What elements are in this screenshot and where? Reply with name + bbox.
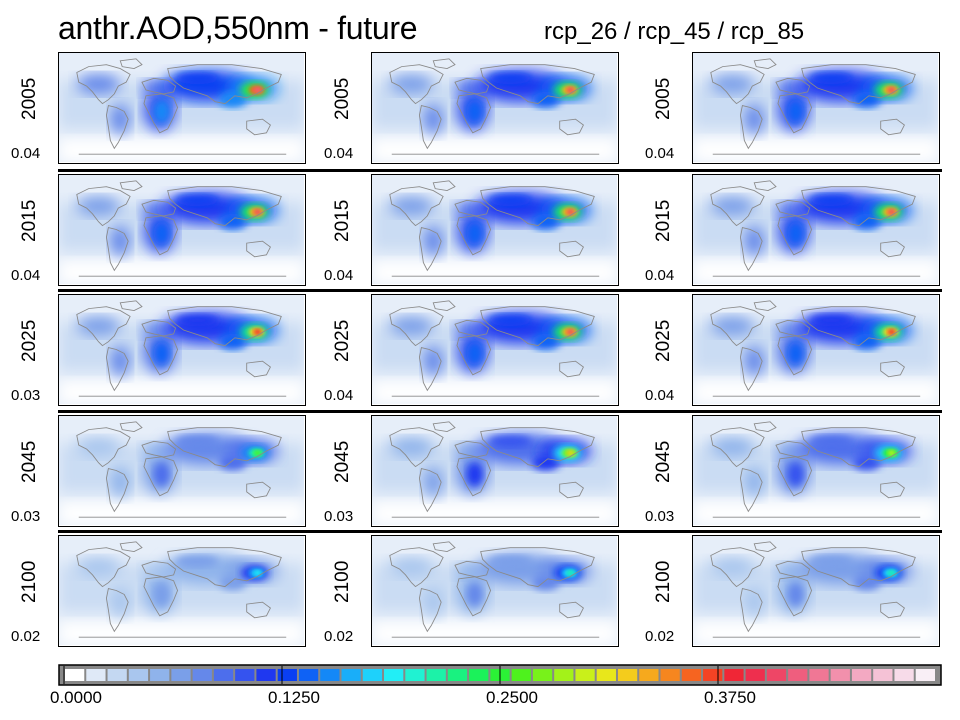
colorbar-swatch xyxy=(681,669,702,681)
map-panel-2005-rcp_45 xyxy=(371,52,619,164)
year-label: 2015 xyxy=(19,199,40,242)
year-label: 2005 xyxy=(332,77,353,120)
row-separator xyxy=(58,289,942,292)
colorbar-tick-label: 0.0000 xyxy=(50,688,102,707)
colorbar-swatch xyxy=(809,669,829,681)
colorbar-swatch xyxy=(65,669,85,681)
map-panel-2100-rcp_85 xyxy=(692,535,940,647)
colorbar-swatch xyxy=(788,669,808,681)
colorbar-swatch xyxy=(915,669,935,681)
colorbar-swatch xyxy=(405,669,425,681)
colorbar-swatch xyxy=(107,669,127,681)
colorbar-swatch xyxy=(873,669,893,681)
map-panel-2015-rcp_45 xyxy=(371,174,619,286)
colorbar-swatch xyxy=(128,669,149,681)
colorbar xyxy=(58,664,942,686)
global-mean-value: 0.03 xyxy=(645,508,675,525)
colorbar-swatch xyxy=(384,669,404,681)
colorbar-swatch xyxy=(341,669,361,681)
colorbar-tick-label: 0.2500 xyxy=(486,688,538,707)
colorbar-swatch xyxy=(830,669,850,681)
colorbar-swatch xyxy=(639,669,659,681)
global-mean-value: 0.04 xyxy=(11,145,41,162)
colorbar-swatch xyxy=(298,669,319,681)
year-label: 2015 xyxy=(332,199,353,242)
colorbar-swatch xyxy=(362,669,383,681)
global-mean-value: 0.04 xyxy=(324,145,354,162)
year-label: 2100 xyxy=(19,560,40,603)
colorbar-swatch xyxy=(596,669,616,681)
global-mean-value: 0.03 xyxy=(11,387,41,404)
map-panel-2015-rcp_85 xyxy=(692,174,940,286)
colorbar-swatch xyxy=(766,669,787,681)
colorbar-swatch xyxy=(469,669,489,681)
colorbar-tick-label: 0.1250 xyxy=(268,688,320,707)
map-panel-2045-rcp_45 xyxy=(371,415,619,527)
colorbar-swatch xyxy=(703,669,723,681)
colorbar-swatch xyxy=(171,669,191,681)
colorbar-swatch xyxy=(192,669,212,681)
colorbar-swatch xyxy=(894,669,914,681)
map-panel-2015-rcp_26 xyxy=(58,174,306,286)
map-panel-2045-rcp_26 xyxy=(58,415,306,527)
global-mean-value: 0.04 xyxy=(11,267,41,284)
map-panel-2005-rcp_85 xyxy=(692,52,940,164)
year-label: 2005 xyxy=(653,77,674,120)
colorbar-swatch xyxy=(554,669,574,681)
map-panel-2045-rcp_85 xyxy=(692,415,940,527)
map-panel-2100-rcp_26 xyxy=(58,535,306,647)
year-label: 2045 xyxy=(332,440,353,483)
colorbar-swatch xyxy=(724,669,744,681)
year-label: 2015 xyxy=(653,199,674,242)
colorbar-swatch xyxy=(745,669,765,681)
global-mean-value: 0.02 xyxy=(645,628,675,645)
colorbar-swatch xyxy=(660,669,680,681)
year-label: 2100 xyxy=(653,560,674,603)
row-separator xyxy=(58,410,942,413)
map-panel-2005-rcp_26 xyxy=(58,52,306,164)
colorbar-swatch xyxy=(617,669,638,681)
year-label: 2045 xyxy=(19,440,40,483)
row-separator xyxy=(58,530,942,533)
global-mean-value: 0.04 xyxy=(645,387,675,404)
colorbar-swatch xyxy=(150,669,170,681)
colorbar-swatch xyxy=(511,669,531,681)
colorbar-swatch xyxy=(575,669,595,681)
map-panel-2025-rcp_26 xyxy=(58,294,306,406)
colorbar-swatch xyxy=(256,669,276,681)
colorbar-swatch xyxy=(86,669,106,681)
colorbar-swatch xyxy=(213,669,234,681)
scenario-columns-label: rcp_26 / rcp_45 / rcp_85 xyxy=(544,18,805,45)
year-label: 2100 xyxy=(332,560,353,603)
map-panel-2100-rcp_45 xyxy=(371,535,619,647)
year-label: 2025 xyxy=(19,319,40,362)
colorbar-swatch xyxy=(532,669,553,681)
year-label: 2045 xyxy=(653,440,674,483)
colorbar-swatch xyxy=(851,669,872,681)
global-mean-value: 0.04 xyxy=(324,387,354,404)
year-label: 2005 xyxy=(19,77,40,120)
global-mean-value: 0.03 xyxy=(324,508,354,525)
figure-title: anthr.AOD,550nm - future xyxy=(58,10,418,46)
colorbar-swatch xyxy=(447,669,468,681)
global-mean-value: 0.03 xyxy=(11,508,41,525)
map-panel-2025-rcp_45 xyxy=(371,294,619,406)
colorbar-swatch xyxy=(320,669,340,681)
year-label: 2025 xyxy=(332,319,353,362)
colorbar-swatch xyxy=(426,669,446,681)
colorbar-swatch xyxy=(235,669,255,681)
colorbar-tick-label: 0.3750 xyxy=(704,688,756,707)
year-label: 2025 xyxy=(653,319,674,362)
colorbar-swatch xyxy=(277,669,297,681)
global-mean-value: 0.04 xyxy=(324,267,354,284)
map-panel-2025-rcp_85 xyxy=(692,294,940,406)
global-mean-value: 0.02 xyxy=(11,628,41,645)
global-mean-value: 0.04 xyxy=(645,145,675,162)
global-mean-value: 0.02 xyxy=(324,628,354,645)
row-separator xyxy=(58,169,942,172)
global-mean-value: 0.04 xyxy=(645,267,675,284)
